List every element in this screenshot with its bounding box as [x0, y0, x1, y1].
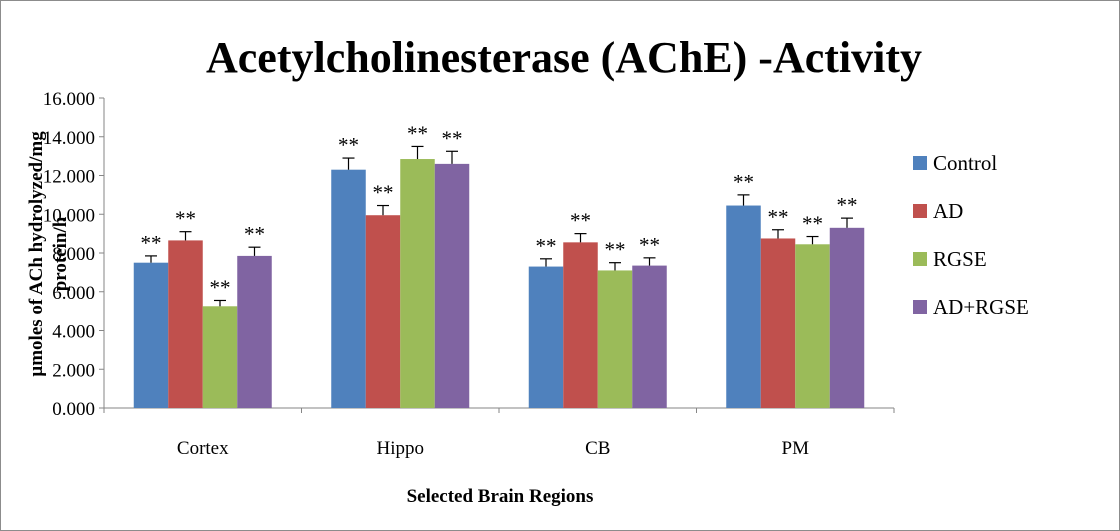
- significance-label: **: [210, 275, 231, 299]
- legend: Control AD RGSE AD+RGSE: [913, 151, 1029, 319]
- bar: [528, 266, 564, 408]
- chart-title: Acetylcholinesterase (AChE) -Activity: [206, 33, 922, 82]
- y-tick-label: 0.000: [52, 399, 95, 420]
- significance-label: **: [442, 126, 463, 150]
- bar: [829, 227, 865, 408]
- bar: [597, 270, 633, 408]
- bar: [400, 159, 435, 408]
- x-tick-label: PM: [782, 438, 810, 459]
- significance-label: **: [605, 238, 626, 262]
- significance-label: **: [536, 234, 557, 258]
- y-tick-label: 6.000: [52, 283, 95, 304]
- y-tick-label: 12.000: [43, 167, 95, 188]
- bar: [331, 169, 366, 408]
- legend-label: Control: [933, 151, 997, 175]
- significance-label: **: [141, 231, 162, 255]
- legend-swatch: [913, 300, 927, 314]
- legend-swatch: [913, 252, 927, 266]
- significance-label: **: [837, 193, 858, 217]
- bar: [795, 244, 830, 408]
- bar: [133, 262, 169, 408]
- y-tick-label: 16.000: [43, 89, 95, 110]
- y-axis-title-line-1: µmoles of ACh hydrolyzed/mg: [26, 131, 47, 377]
- bar: [434, 163, 470, 408]
- significance-label: **: [570, 209, 591, 233]
- significance-label: **: [802, 212, 823, 236]
- y-tick-label: 10.000: [43, 205, 95, 226]
- bar: [365, 215, 401, 408]
- bar: [726, 205, 761, 408]
- bar: [202, 306, 238, 408]
- significance-label: **: [175, 207, 196, 231]
- bar: [237, 255, 272, 408]
- x-axis-title: Selected Brain Regions: [407, 486, 594, 507]
- y-tick-label: 14.000: [43, 128, 95, 149]
- significance-label: **: [338, 133, 359, 157]
- x-tick-label: Hippo: [377, 438, 425, 459]
- bar: [632, 265, 667, 408]
- y-axis-title: µmoles of ACh hydrolyzed/mg protein/h: [26, 131, 71, 377]
- significance-label: **: [639, 233, 660, 257]
- significance-label: **: [407, 121, 428, 145]
- x-tick-label: Cortex: [177, 438, 229, 459]
- x-tick-label: CB: [585, 438, 610, 459]
- bar: [760, 238, 796, 408]
- y-tick-label: 8.000: [52, 244, 95, 265]
- significance-label: **: [373, 181, 394, 205]
- legend-swatch: [913, 204, 927, 218]
- significance-label: **: [733, 170, 754, 194]
- y-tick-label: 4.000: [52, 322, 95, 343]
- significance-label: **: [244, 222, 265, 246]
- y-tick-label: 2.000: [52, 360, 95, 381]
- legend-label: AD: [933, 199, 963, 223]
- legend-swatch: [913, 156, 927, 170]
- legend-label: AD+RGSE: [933, 295, 1029, 319]
- bar: [168, 240, 203, 408]
- y-axis-title-line-2: protein/h: [50, 216, 71, 291]
- significance-label: **: [768, 205, 789, 229]
- plot-area: 0.000 2.000 4.000 6.000 8.000 10.000 12.000 14.…: [43, 89, 895, 459]
- bar: [563, 242, 598, 408]
- legend-label: RGSE: [933, 247, 987, 271]
